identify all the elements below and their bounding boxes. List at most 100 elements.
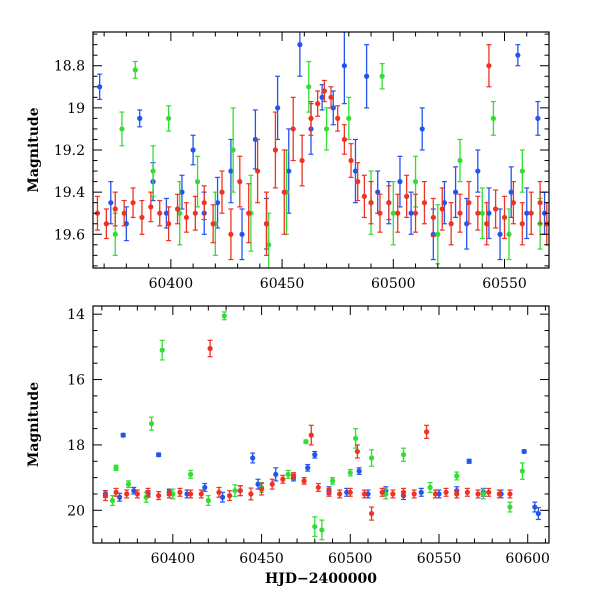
marker: [457, 210, 463, 216]
marker: [329, 478, 336, 484]
data-point: [535, 100, 541, 136]
data-point: [301, 477, 307, 485]
marker: [412, 210, 419, 216]
marker: [507, 491, 513, 497]
data-point: [280, 474, 286, 484]
data-point: [312, 516, 318, 538]
data-point: [418, 487, 424, 497]
data-point: [121, 199, 127, 227]
marker: [408, 210, 414, 216]
data-point: [117, 492, 123, 502]
data-point: [496, 489, 502, 499]
data-point: [202, 482, 208, 492]
marker: [532, 504, 538, 510]
data-point: [404, 174, 410, 219]
series-1: [112, 60, 543, 268]
x-tick-label: 60400: [149, 276, 194, 292]
marker: [400, 489, 407, 495]
data-point: [113, 464, 119, 472]
data-point: [315, 90, 321, 117]
marker: [219, 189, 225, 195]
data-point: [210, 204, 216, 244]
marker: [464, 489, 470, 495]
marker: [130, 200, 136, 206]
marker: [454, 473, 460, 479]
marker: [323, 126, 330, 132]
marker: [230, 147, 236, 153]
marker: [519, 221, 525, 227]
data-point: [521, 448, 527, 455]
marker: [501, 214, 508, 221]
data-point: [466, 181, 472, 225]
marker: [475, 491, 481, 497]
marker: [132, 67, 138, 73]
data-point: [145, 487, 151, 497]
data-point: [475, 149, 481, 193]
data-point: [216, 486, 222, 498]
marker: [102, 493, 109, 499]
marker: [216, 489, 222, 495]
data-point: [319, 519, 325, 541]
data-point: [119, 111, 125, 147]
data-point: [159, 339, 165, 361]
marker: [535, 510, 541, 517]
data-point: [156, 452, 162, 458]
marker: [255, 168, 261, 174]
data-point: [250, 452, 256, 464]
data-point: [352, 427, 359, 449]
data-point: [190, 134, 196, 166]
marker: [379, 73, 385, 79]
marker: [430, 214, 436, 221]
series-2: [102, 339, 513, 521]
plot-frame: [92, 305, 550, 544]
marker: [286, 168, 292, 174]
data-point: [148, 416, 155, 431]
x-tick-label: 60550: [482, 276, 527, 292]
marker: [290, 473, 297, 479]
marker: [190, 147, 196, 153]
data-point: [346, 96, 352, 141]
data-point: [519, 149, 525, 193]
data-point: [356, 467, 362, 475]
data-point: [112, 191, 118, 227]
marker: [519, 168, 525, 174]
data-point: [341, 124, 347, 155]
marker: [148, 421, 155, 427]
marker: [486, 489, 492, 495]
marker: [480, 491, 486, 497]
data-point: [221, 311, 227, 321]
data-point: [166, 206, 172, 242]
marker: [506, 231, 512, 237]
marker: [386, 200, 392, 206]
marker: [117, 494, 123, 500]
marker: [121, 210, 127, 216]
data-point: [326, 487, 332, 497]
marker: [183, 214, 190, 221]
marker: [227, 493, 233, 499]
data-point: [430, 197, 436, 237]
marker: [486, 210, 492, 216]
marker: [210, 221, 216, 227]
marker: [443, 489, 449, 495]
data-point: [230, 107, 236, 193]
marker: [466, 458, 472, 464]
data-point: [390, 489, 396, 499]
data-point: [290, 96, 296, 162]
marker: [328, 94, 334, 100]
data-point: [524, 187, 530, 240]
data-point: [480, 488, 486, 500]
marker: [308, 432, 314, 438]
data-point: [157, 199, 163, 227]
data-point: [390, 181, 396, 246]
marker: [368, 510, 375, 517]
marker: [312, 524, 318, 530]
series-0: [102, 432, 541, 521]
plot-area: [94, 32, 549, 268]
marker: [346, 115, 352, 121]
data-point: [355, 162, 361, 202]
data-point: [269, 478, 275, 490]
marker: [166, 491, 172, 497]
marker: [290, 126, 296, 132]
data-point: [341, 32, 347, 105]
